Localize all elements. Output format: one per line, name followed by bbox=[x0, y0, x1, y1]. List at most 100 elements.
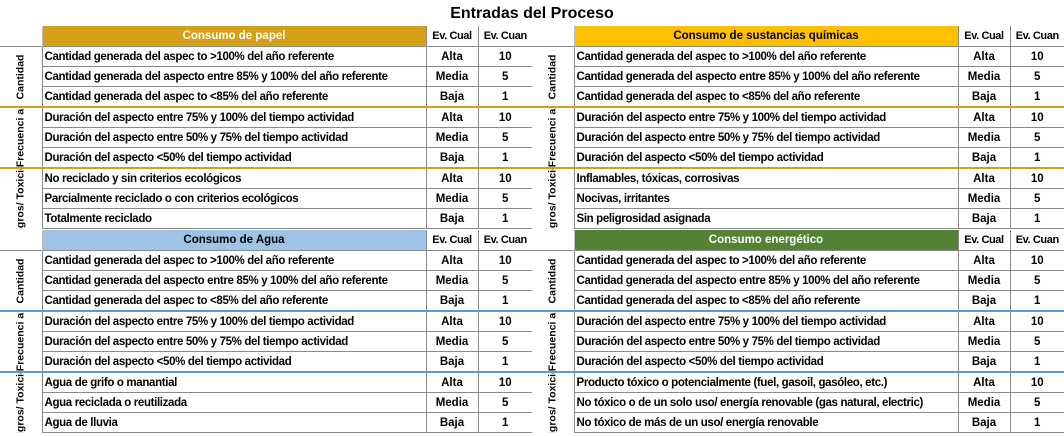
criterion-description: Duración del aspecto entre 50% y 75% del… bbox=[574, 127, 958, 148]
column-header-cual: Ev. Cual bbox=[425, 26, 478, 47]
criterion-description: Parcialmente reciclado o con criterios e… bbox=[42, 188, 426, 209]
table-row: Cantidad generada del aspec to <85% del … bbox=[0, 86, 532, 108]
quantitative-value: 10 bbox=[1009, 46, 1064, 67]
table-row: Cantidad Cantidad generada del aspec to >… bbox=[0, 46, 532, 108]
group-label-cell: Cantidad bbox=[532, 46, 575, 108]
column-header-cual: Ev. Cual bbox=[957, 26, 1010, 47]
quantitative-value: 1 bbox=[1009, 290, 1064, 312]
criterion-description: Agua reciclada o reutilizada bbox=[42, 392, 426, 413]
group-label: Peligros/ Toxicidad bbox=[14, 168, 27, 229]
quantitative-value: 5 bbox=[1009, 66, 1064, 87]
quantitative-value: 5 bbox=[477, 66, 532, 87]
header-blank-cell bbox=[0, 230, 43, 251]
qualitative-value: Media bbox=[957, 392, 1010, 413]
qualitative-value: Alta bbox=[957, 250, 1010, 271]
quantitative-value: 10 bbox=[477, 371, 532, 393]
quantitative-value: 1 bbox=[1009, 351, 1064, 373]
quantitative-value: 1 bbox=[477, 86, 532, 108]
group-label: Cantidad bbox=[14, 258, 27, 303]
qualitative-value: Alta bbox=[957, 106, 1010, 128]
criterion-description: Cantidad generada del aspecto entre 85% … bbox=[574, 66, 958, 87]
criterion-description: Duración del aspecto <50% del tiempo act… bbox=[42, 147, 426, 169]
criterion-description: Cantidad generada del aspecto entre 85% … bbox=[42, 270, 426, 291]
table-row: Agua reciclada o reutilizada Media 5 bbox=[0, 392, 532, 413]
column-header-cuan: Ev. Cuan bbox=[1009, 230, 1064, 251]
criterion-description: Duración del aspecto entre 75% y 100% de… bbox=[42, 310, 426, 332]
quantitative-value: 1 bbox=[1009, 208, 1064, 229]
table-row: No tóxico de más de un uso/ energía reno… bbox=[532, 412, 1064, 433]
qualitative-value: Baja bbox=[425, 351, 478, 373]
group-label: Cantidad bbox=[546, 258, 559, 303]
qualitative-value: Baja bbox=[425, 412, 478, 433]
criterion-description: Duración del aspecto <50% del tiempo act… bbox=[574, 147, 958, 169]
qualitative-value: Alta bbox=[425, 106, 478, 128]
qualitative-value: Baja bbox=[425, 86, 478, 108]
qualitative-value: Alta bbox=[957, 167, 1010, 189]
criterion-description: Totalmente reciclado bbox=[42, 208, 426, 229]
group-label: Cantidad bbox=[546, 54, 559, 99]
table-row: Duración del aspecto <50% del tiempo act… bbox=[532, 351, 1064, 373]
table-row: Parcialmente reciclado o con criterios e… bbox=[0, 188, 532, 209]
quantitative-value: 10 bbox=[1009, 167, 1064, 189]
table-row: Peligros/ Toxicidad Agua de grifo o manan… bbox=[0, 371, 532, 433]
table-row: Duración del aspecto entre 50% y 75% del… bbox=[532, 127, 1064, 148]
column-header-cuan: Ev. Cuan bbox=[477, 26, 532, 47]
table-row: Duración del aspecto <50% del tiempo act… bbox=[0, 351, 532, 373]
criterion-description: Duración del aspecto entre 75% y 100% de… bbox=[574, 310, 958, 332]
table-row: No tóxico o de un solo uso/ energía reno… bbox=[532, 392, 1064, 413]
qualitative-value: Alta bbox=[425, 310, 478, 332]
table-row: Duración del aspecto <50% del tiempo act… bbox=[0, 147, 532, 169]
group-label: Cantidad bbox=[14, 54, 27, 99]
table-row: Cantidad generada del aspec to <85% del … bbox=[532, 86, 1064, 108]
criterion-description: No tóxico o de un solo uso/ energía reno… bbox=[574, 392, 958, 413]
qualitative-value: Baja bbox=[425, 147, 478, 169]
table-row: Duración del aspecto entre 50% y 75% del… bbox=[532, 331, 1064, 352]
group-label: Peligros/ Toxicidad bbox=[546, 372, 559, 433]
header-blank-cell bbox=[0, 26, 43, 47]
quantitative-value: 5 bbox=[477, 392, 532, 413]
table-row: Frecuenci a Duración del aspecto entre 75… bbox=[0, 310, 532, 373]
criterion-description: Nocivas, irritantes bbox=[574, 188, 958, 209]
group-label-cell: Peligros/ Toxicidad bbox=[532, 167, 575, 229]
criterion-description: Cantidad generada del aspec to >100% del… bbox=[42, 250, 426, 271]
quantitative-value: 1 bbox=[1009, 147, 1064, 169]
quantitative-value: 1 bbox=[477, 147, 532, 169]
column-header-cuan: Ev. Cuan bbox=[477, 230, 532, 251]
qualitative-value: Baja bbox=[957, 412, 1010, 433]
criterion-description: Cantidad generada del aspec to <85% del … bbox=[574, 290, 958, 312]
qualitative-value: Media bbox=[425, 127, 478, 148]
quantitative-value: 1 bbox=[1009, 412, 1064, 433]
group-label-cell: Cantidad bbox=[0, 250, 43, 312]
table-row: Duración del aspecto <50% del tiempo act… bbox=[532, 147, 1064, 169]
group-label: Peligros/ Toxicidad bbox=[14, 372, 27, 433]
header-blank-cell bbox=[532, 26, 575, 47]
table-row: Duración del aspecto entre 50% y 75% del… bbox=[0, 127, 532, 148]
qualitative-value: Media bbox=[425, 392, 478, 413]
page-title: Entradas del Proceso bbox=[450, 5, 614, 22]
table-row: Cantidad generada del aspecto entre 85% … bbox=[532, 66, 1064, 87]
group-label-cell: Frecuenci a bbox=[0, 106, 43, 169]
table-row: Nocivas, irritantes Media 5 bbox=[532, 188, 1064, 209]
panel-papel: Consumo de papel Ev. Cual Ev. Cuan Cantidad… bbox=[0, 26, 532, 229]
quantitative-value: 10 bbox=[477, 106, 532, 128]
criterion-description: Cantidad generada del aspecto entre 85% … bbox=[42, 66, 426, 87]
group-label-cell: Frecuenci a bbox=[532, 106, 575, 169]
qualitative-value: Baja bbox=[957, 351, 1010, 373]
group-label: Frecuenci a bbox=[14, 312, 27, 371]
group-label-cell: Cantidad bbox=[532, 250, 575, 312]
criterion-description: Producto tóxico o potencialmente (fuel, … bbox=[574, 371, 958, 393]
qualitative-value: Media bbox=[957, 331, 1010, 352]
qualitative-value: Alta bbox=[957, 310, 1010, 332]
column-header-cuan: Ev. Cuan bbox=[1009, 26, 1064, 47]
table-row: Cantidad generada del aspec to <85% del … bbox=[0, 290, 532, 312]
table-row: Sin peligrosidad asignada Baja 1 bbox=[532, 208, 1064, 229]
quantitative-value: 10 bbox=[477, 310, 532, 332]
qualitative-value: Media bbox=[425, 331, 478, 352]
criterion-description: Cantidad generada del aspecto entre 85% … bbox=[574, 270, 958, 291]
criterion-description: Agua de lluvia bbox=[42, 412, 426, 433]
qualitative-value: Baja bbox=[425, 290, 478, 312]
quantitative-value: 5 bbox=[477, 127, 532, 148]
qualitative-value: Baja bbox=[957, 208, 1010, 229]
quantitative-value: 10 bbox=[1009, 310, 1064, 332]
group-label-cell: Frecuenci a bbox=[0, 310, 43, 373]
